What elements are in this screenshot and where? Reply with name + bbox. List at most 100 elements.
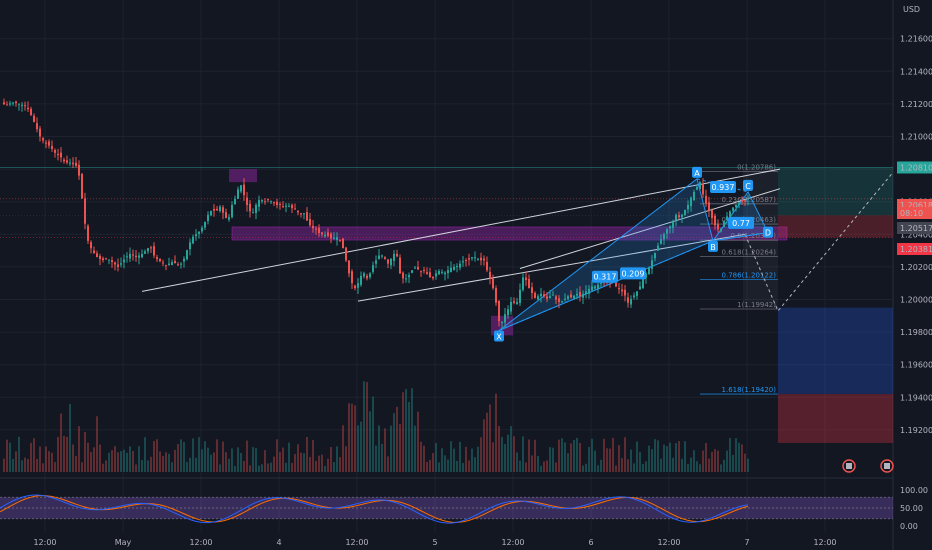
volume-bar — [177, 444, 179, 472]
candle-body — [27, 107, 29, 110]
volume-bar — [237, 447, 239, 472]
candle-body — [651, 260, 653, 269]
price-scale[interactable]: USD 1.216001.214001.212001.210001.208001… — [897, 5, 932, 435]
indicator-icon[interactable] — [842, 459, 856, 473]
candle-body — [129, 253, 131, 259]
candle-body — [147, 248, 149, 252]
time-label: 12:00 — [501, 538, 524, 547]
extension-zone[interactable] — [778, 394, 893, 443]
volume-bar — [495, 393, 497, 472]
volume-bar — [372, 396, 374, 472]
volume-bar — [558, 439, 560, 472]
candle-body — [270, 201, 272, 203]
price-tag-label: 1.20618 — [900, 201, 932, 210]
candle-body — [615, 282, 617, 287]
volume-bar — [249, 465, 251, 472]
volume-bar — [33, 438, 35, 472]
volume-bar — [210, 454, 212, 472]
candle-body — [183, 258, 185, 262]
trendlines[interactable] — [141, 168, 894, 312]
target-zone[interactable] — [778, 307, 893, 395]
zone-boxes[interactable] — [229, 169, 788, 336]
candle-body — [582, 293, 584, 298]
candle-body — [225, 212, 227, 219]
candle-body — [621, 289, 623, 292]
candle-body — [507, 309, 509, 316]
volume-bar — [45, 446, 47, 472]
candle-body — [498, 300, 500, 322]
volume-bar — [465, 446, 467, 472]
candle-body — [192, 236, 194, 244]
trendline-upper[interactable] — [141, 168, 781, 292]
candle-body — [429, 272, 431, 278]
volume-bar — [69, 403, 71, 472]
candle-body — [177, 264, 179, 266]
candle-body — [591, 286, 593, 291]
candle-body — [636, 291, 638, 296]
supply-zone-box[interactable] — [229, 169, 257, 183]
volume-bar — [342, 425, 344, 472]
volume-bar — [300, 452, 302, 472]
time-axis[interactable]: 12:00 May 12:00 4 12:00 5 12:00 6 12:00 7 12:00 — [33, 538, 836, 547]
volume-bars — [3, 381, 749, 472]
candle-body — [510, 301, 512, 312]
volume-bar — [687, 463, 689, 472]
profit-zone[interactable] — [778, 167, 893, 216]
volume-bar — [117, 452, 119, 472]
ratio-label: 0.77 — [732, 219, 750, 228]
point-A-badge — [692, 166, 702, 178]
candle-body — [630, 299, 632, 305]
volume-bar — [636, 441, 638, 472]
pattern-labels: X A B C D 0.317 0.209 0.937 0.77 — [494, 166, 773, 342]
candle-body — [552, 294, 554, 296]
point-D-badge — [763, 226, 773, 238]
candle-body — [588, 288, 590, 294]
volume-bar — [633, 463, 635, 472]
volume-bar — [420, 441, 422, 472]
candle-body — [705, 195, 707, 204]
candle-body — [114, 262, 116, 265]
volume-bar — [180, 439, 182, 472]
volume-bar — [108, 452, 110, 472]
volume-bar — [663, 444, 665, 472]
volume-bar — [711, 451, 713, 472]
volume-bar — [591, 438, 593, 472]
candle-body — [378, 255, 380, 259]
demand-zone-box[interactable] — [231, 226, 788, 241]
candle-body — [444, 272, 446, 275]
volume-bar — [384, 428, 386, 472]
candle-body — [369, 273, 371, 278]
volume-bar — [387, 456, 389, 472]
candle-body — [453, 266, 455, 270]
candle-body — [99, 255, 101, 260]
volume-bar — [84, 431, 86, 472]
candle-body — [24, 105, 26, 107]
volume-bar — [336, 446, 338, 472]
indicator-icon[interactable] — [880, 459, 894, 473]
volume-bar — [438, 462, 440, 472]
candle-body — [468, 258, 470, 260]
candle-body — [186, 250, 188, 260]
trendline-mid[interactable] — [519, 188, 781, 270]
candle-body — [351, 271, 353, 284]
volume-bar — [690, 457, 692, 472]
candle-body — [711, 209, 713, 219]
fib-label-0.618: 0.618(1.20264) — [722, 248, 777, 256]
indicator-icons[interactable] — [842, 459, 894, 473]
volume-bar — [699, 464, 701, 472]
volume-bar — [456, 460, 458, 472]
volume-bar — [348, 403, 350, 472]
indicator-icon-inner — [846, 463, 852, 469]
volume-bar — [702, 450, 704, 472]
fib-levels[interactable]: 0(1.20786)0.236(1.20587)0.382(1.20463)0.… — [0, 163, 893, 395]
loss-zone[interactable] — [778, 215, 893, 238]
volume-bar — [552, 447, 554, 472]
volume-bar — [363, 381, 365, 472]
price-tag-label: 1.20381 — [900, 245, 932, 254]
trendline-lower[interactable] — [357, 233, 746, 302]
candle-body — [276, 201, 278, 205]
volume-bar — [717, 450, 719, 472]
stochastic-pane[interactable]: 100.00 50.00 0.00 — [0, 486, 928, 531]
volume-bar — [24, 457, 26, 472]
